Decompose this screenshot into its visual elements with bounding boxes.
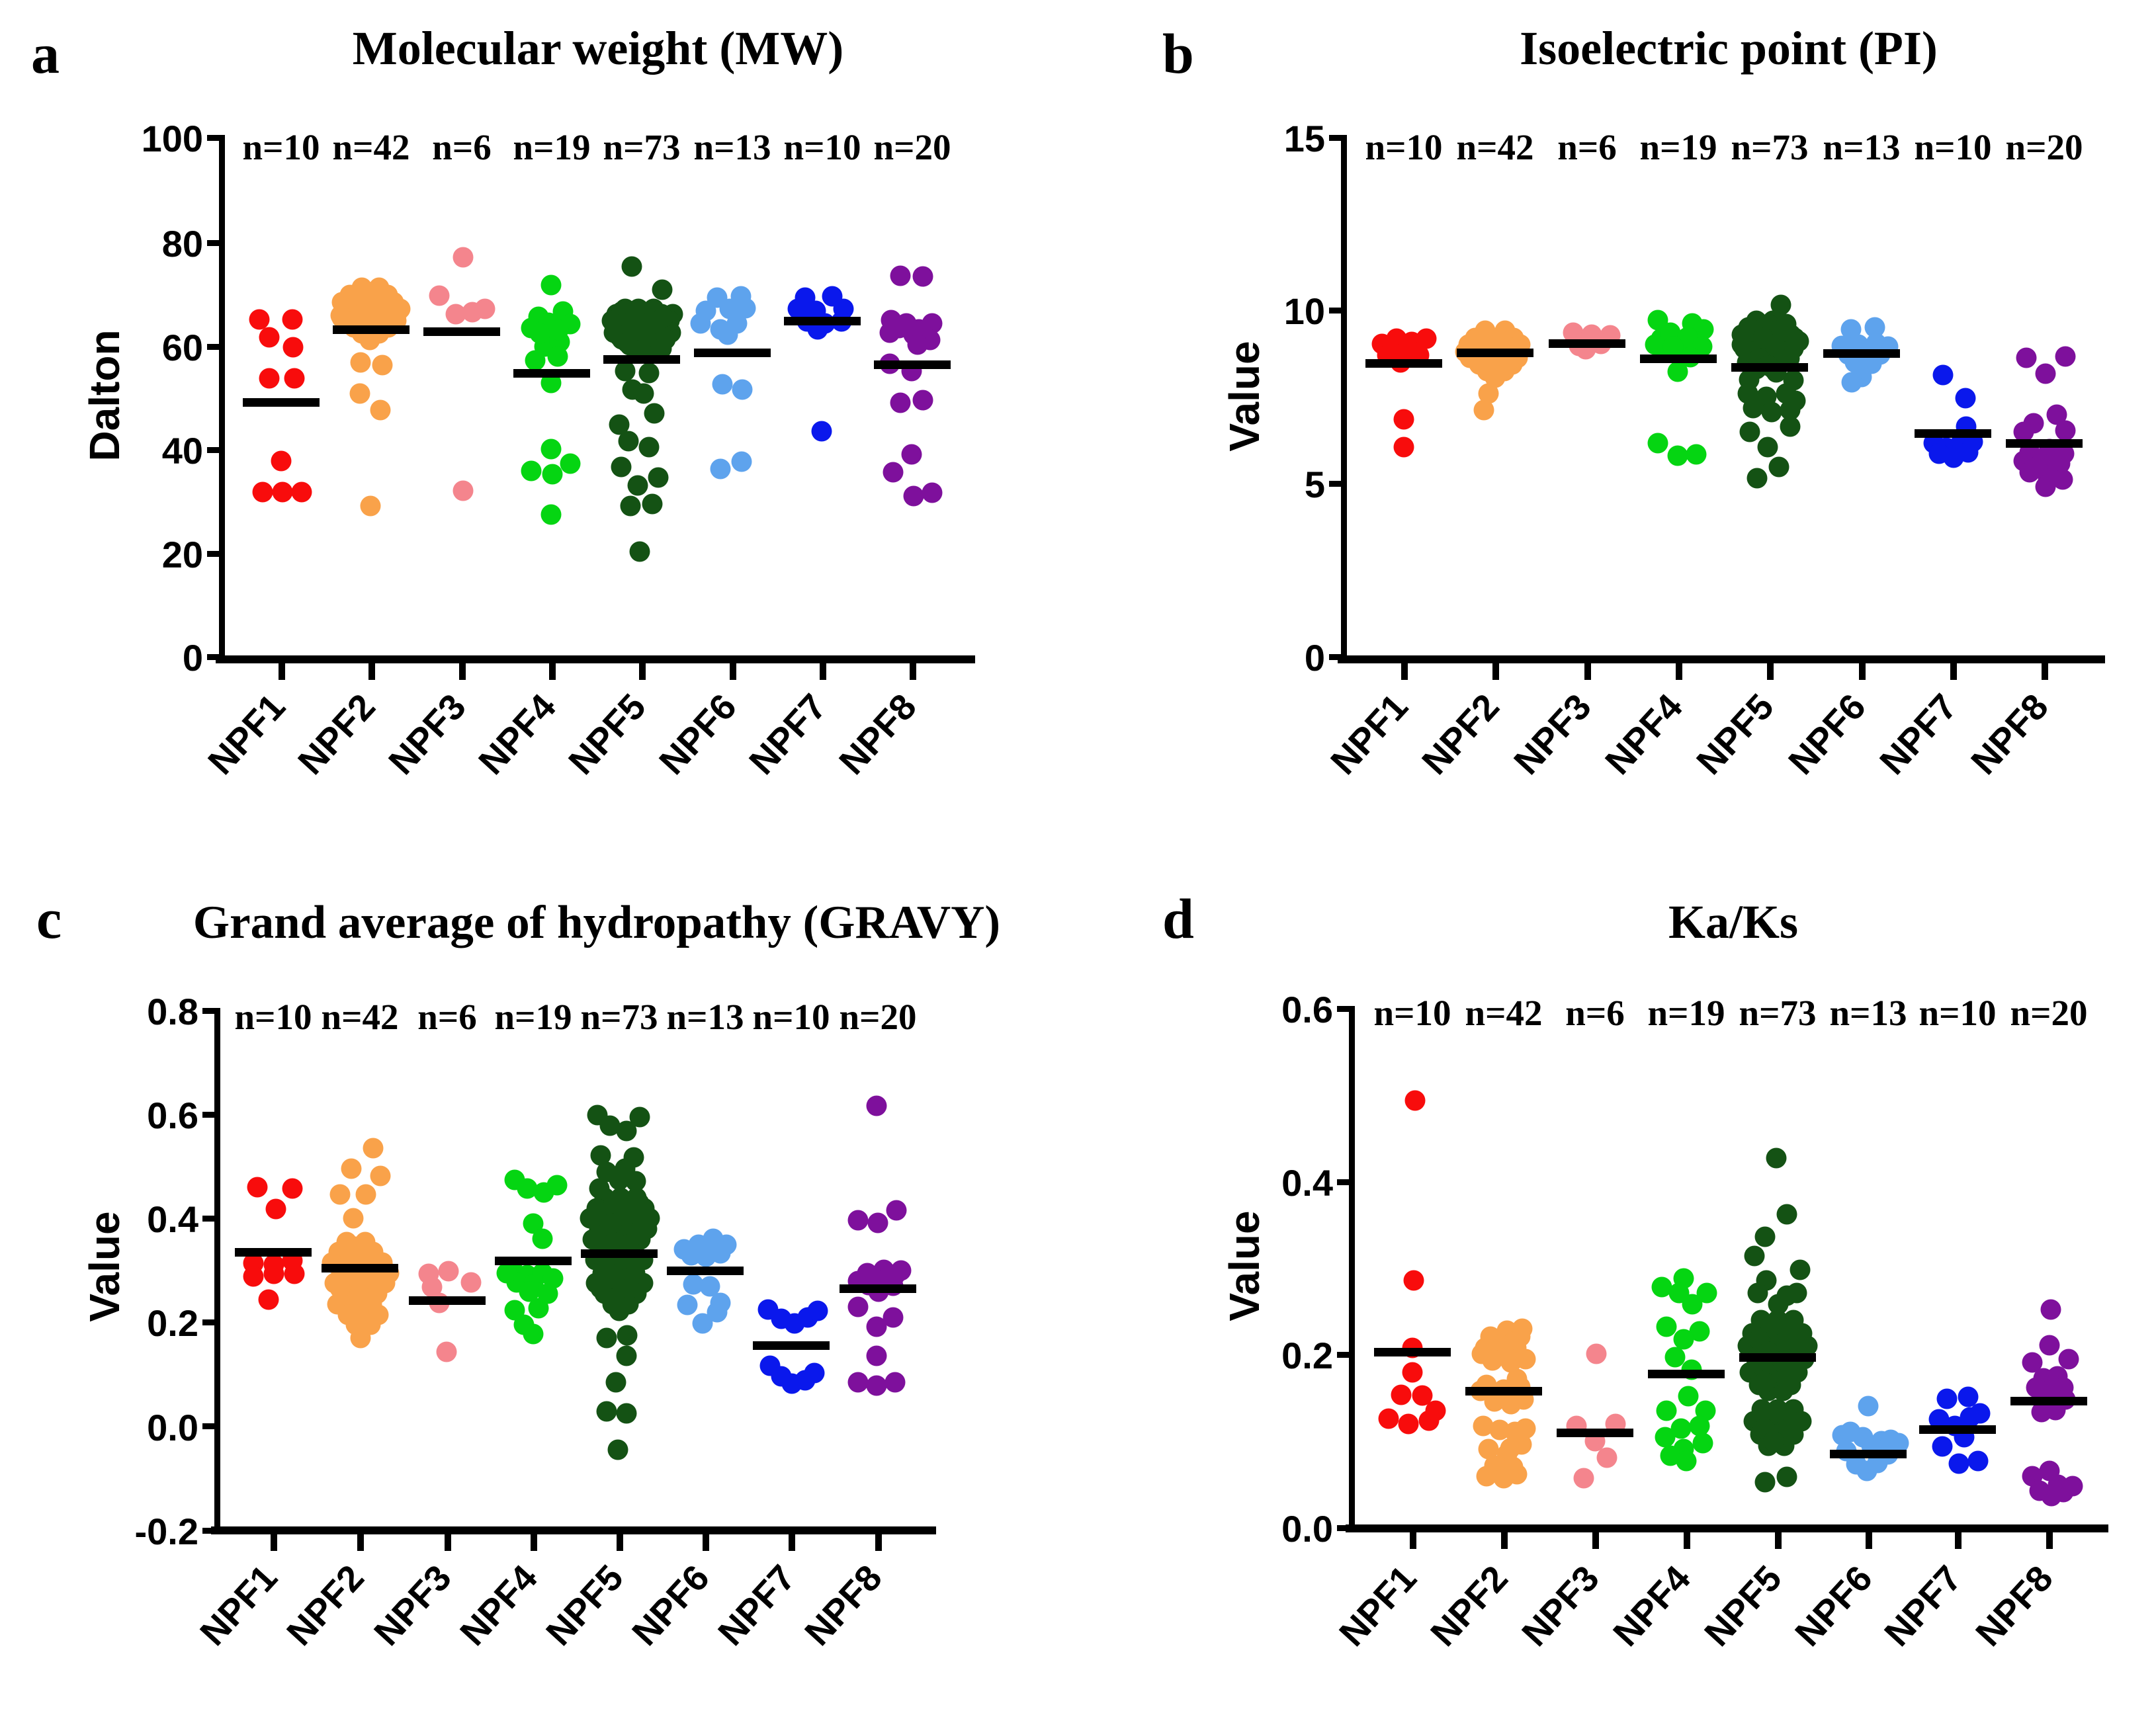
svg-text:5: 5 xyxy=(1305,464,1325,505)
svg-text:0.8: 0.8 xyxy=(147,991,198,1032)
svg-text:80: 80 xyxy=(162,223,203,265)
svg-text:Grand average of hydropathy (G: Grand average of hydropathy (GRAVY) xyxy=(193,897,1000,948)
svg-text:0: 0 xyxy=(1305,637,1325,679)
svg-text:0.2: 0.2 xyxy=(147,1302,198,1344)
svg-text:n=19: n=19 xyxy=(1648,993,1725,1033)
svg-text:0.0: 0.0 xyxy=(1281,1508,1333,1550)
svg-text:15: 15 xyxy=(1284,118,1325,159)
svg-text:Isoelectric point (PI): Isoelectric point (PI) xyxy=(1520,22,1938,75)
svg-text:n=42: n=42 xyxy=(333,127,410,167)
svg-text:n=10: n=10 xyxy=(1365,127,1443,167)
svg-text:Ka/Ks: Ka/Ks xyxy=(1668,896,1798,948)
svg-text:n=19: n=19 xyxy=(513,127,591,167)
svg-text:10: 10 xyxy=(1284,290,1325,332)
svg-text:0.4: 0.4 xyxy=(1281,1162,1333,1204)
svg-text:Molecular weight (MW): Molecular weight (MW) xyxy=(353,22,843,75)
svg-text:n=73: n=73 xyxy=(1731,127,1809,167)
svg-text:n=13: n=13 xyxy=(667,997,744,1037)
svg-text:n=19: n=19 xyxy=(495,997,572,1037)
svg-text:n=6: n=6 xyxy=(1557,127,1616,167)
svg-text:Value: Value xyxy=(1221,341,1268,451)
svg-text:n=6: n=6 xyxy=(1565,993,1624,1033)
svg-text:20: 20 xyxy=(162,534,203,575)
svg-text:n=10: n=10 xyxy=(235,997,312,1037)
svg-text:n=42: n=42 xyxy=(322,997,399,1037)
svg-text:n=13: n=13 xyxy=(1823,127,1901,167)
svg-text:n=19: n=19 xyxy=(1640,127,1717,167)
svg-text:c: c xyxy=(36,887,62,950)
svg-text:n=20: n=20 xyxy=(840,997,917,1037)
svg-text:n=10: n=10 xyxy=(1915,127,1992,167)
svg-text:Value: Value xyxy=(81,1211,128,1321)
svg-text:Dalton: Dalton xyxy=(81,329,128,461)
svg-text:n=73: n=73 xyxy=(1739,993,1817,1033)
svg-text:n=10: n=10 xyxy=(1374,993,1451,1033)
svg-text:n=13: n=13 xyxy=(694,127,771,167)
svg-text:n=42: n=42 xyxy=(1465,993,1543,1033)
svg-text:0.6: 0.6 xyxy=(147,1095,198,1136)
svg-text:0: 0 xyxy=(183,637,203,679)
svg-text:-0.2: -0.2 xyxy=(135,1511,199,1552)
svg-text:n=20: n=20 xyxy=(2006,127,2083,167)
svg-text:100: 100 xyxy=(142,118,203,159)
svg-text:n=13: n=13 xyxy=(1830,993,1907,1033)
svg-text:a: a xyxy=(31,22,60,85)
svg-text:0.2: 0.2 xyxy=(1281,1335,1333,1376)
svg-text:n=10: n=10 xyxy=(1919,993,1997,1033)
svg-text:n=42: n=42 xyxy=(1457,127,1534,167)
svg-text:n=10: n=10 xyxy=(784,127,861,167)
svg-text:n=10: n=10 xyxy=(753,997,830,1037)
svg-text:n=20: n=20 xyxy=(2010,993,2088,1033)
svg-text:b: b xyxy=(1162,22,1194,85)
svg-text:n=6: n=6 xyxy=(417,997,476,1037)
svg-text:0.0: 0.0 xyxy=(147,1407,198,1448)
svg-text:n=73: n=73 xyxy=(581,997,658,1037)
svg-text:n=6: n=6 xyxy=(432,127,491,167)
svg-text:0.4: 0.4 xyxy=(147,1198,198,1240)
svg-text:Value: Value xyxy=(1221,1210,1268,1321)
svg-text:40: 40 xyxy=(162,430,203,472)
svg-text:60: 60 xyxy=(162,327,203,368)
svg-text:n=20: n=20 xyxy=(874,127,951,167)
svg-text:d: d xyxy=(1162,887,1194,950)
svg-text:0.6: 0.6 xyxy=(1281,989,1333,1030)
svg-text:n=73: n=73 xyxy=(603,127,681,167)
svg-text:n=10: n=10 xyxy=(243,127,320,167)
